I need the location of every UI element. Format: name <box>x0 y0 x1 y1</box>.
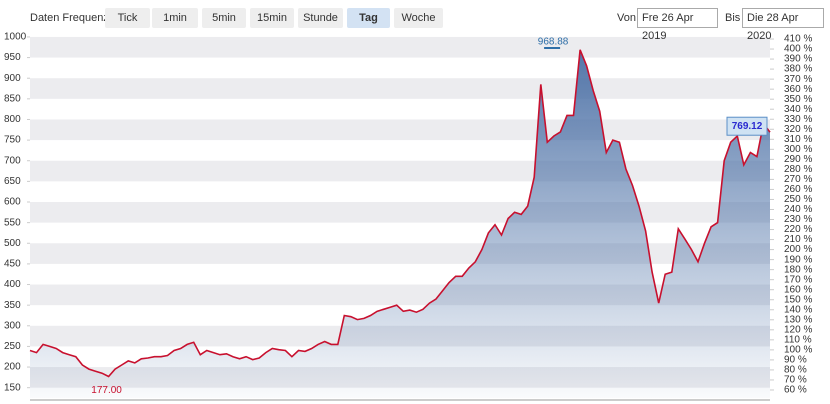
y2-tick-label: 270 % <box>784 174 812 185</box>
grid-band <box>30 160 770 182</box>
grid-band <box>30 243 770 264</box>
from-label: Von <box>617 12 636 24</box>
y2-tick-label: 180 % <box>784 264 812 275</box>
y2-tick-label: 320 % <box>784 124 812 135</box>
y-tick-label: 450 <box>4 259 21 270</box>
low-label: 177.00 <box>91 385 122 396</box>
frequency-button[interactable]: 15min <box>250 8 294 28</box>
y-tick-label: 300 <box>4 320 21 331</box>
y2-tick-label: 120 % <box>784 324 812 335</box>
y2-tick-label: 100 % <box>784 345 812 356</box>
y2-tick-label: 170 % <box>784 274 812 285</box>
y-tick-label: 800 <box>4 114 21 125</box>
y2-tick-label: 150 % <box>784 294 812 305</box>
grid-band <box>30 202 770 223</box>
y-tick-label: 750 <box>4 135 21 146</box>
y2-tick-label: 350 % <box>784 94 812 105</box>
to-date-input[interactable]: Die 28 Apr 2020 <box>742 8 824 42</box>
frequency-button[interactable]: Stunde <box>298 8 343 28</box>
y2-tick-label: 400 % <box>784 44 812 55</box>
y2-tick-label: 360 % <box>784 84 812 95</box>
y-tick-label: 650 <box>4 176 21 187</box>
y2-tick-label: 210 % <box>784 234 812 245</box>
y-tick-label: 600 <box>4 197 21 208</box>
y-tick-label: 500 <box>4 238 21 249</box>
y2-tick-label: 200 % <box>784 244 812 255</box>
y2-tick-label: 290 % <box>784 154 812 165</box>
y2-tick-label: 340 % <box>784 104 812 115</box>
frequency-button[interactable]: Woche <box>394 8 443 28</box>
frequency-button[interactable]: 1min <box>152 8 198 28</box>
y2-tick-label: 220 % <box>784 224 812 235</box>
frequency-button[interactable]: Tag <box>347 8 390 28</box>
y-tick-label: 1000 <box>4 32 27 43</box>
grid-band <box>30 119 770 141</box>
y2-tick-label: 260 % <box>784 184 812 195</box>
y2-tick-label: 250 % <box>784 194 812 205</box>
y2-tick-label: 240 % <box>784 204 812 215</box>
y2-tick-label: 110 % <box>784 334 812 345</box>
y2-tick-label: 410 % <box>784 34 812 45</box>
y2-tick-label: 300 % <box>784 144 812 155</box>
last-label-box <box>726 116 768 136</box>
y-tick-label: 350 <box>4 300 21 311</box>
y2-tick-label: 330 % <box>784 114 812 125</box>
y2-tick-label: 380 % <box>784 64 812 75</box>
y2-tick-label: 230 % <box>784 214 812 225</box>
toolbar: Daten Frequenz Von Fre 26 Apr 2019 Bis D… <box>0 0 830 42</box>
y2-tick-label: 80 % <box>784 365 807 376</box>
last-label: 769.12 <box>732 121 763 132</box>
price-line <box>29 49 771 378</box>
from-date-input[interactable]: Fre 26 Apr 2019 <box>637 8 718 42</box>
frequency-button[interactable]: 5min <box>202 8 246 28</box>
y-tick-label: 950 <box>4 52 21 63</box>
y2-tick-label: 140 % <box>784 304 812 315</box>
y-tick-label: 400 <box>4 279 21 290</box>
y-tick-label: 550 <box>4 217 21 228</box>
y-tick-label: 900 <box>4 73 21 84</box>
grid-band <box>30 36 770 58</box>
grid-band <box>30 78 770 99</box>
y2-tick-label: 90 % <box>784 355 807 366</box>
high-label: 968.88 <box>538 37 569 48</box>
y2-tick-label: 190 % <box>784 254 812 265</box>
y-tick-label: 200 <box>4 362 21 373</box>
y-tick-label: 700 <box>4 155 21 166</box>
y2-tick-label: 390 % <box>784 54 812 65</box>
y2-tick-label: 280 % <box>784 164 812 175</box>
frequency-button[interactable]: Tick <box>105 8 150 28</box>
y2-tick-label: 60 % <box>784 385 807 396</box>
frequency-label: Daten Frequenz <box>30 12 109 24</box>
y2-tick-label: 130 % <box>784 314 812 325</box>
y-tick-label: 150 <box>4 382 21 393</box>
y-tick-label: 250 <box>4 341 21 352</box>
y2-tick-label: 370 % <box>784 74 812 85</box>
area <box>30 49 770 399</box>
y2-tick-label: 70 % <box>784 375 807 386</box>
y-tick-label: 850 <box>4 93 21 104</box>
y2-tick-label: 160 % <box>784 284 812 295</box>
to-label: Bis <box>725 12 741 24</box>
y2-tick-label: 310 % <box>784 134 812 145</box>
